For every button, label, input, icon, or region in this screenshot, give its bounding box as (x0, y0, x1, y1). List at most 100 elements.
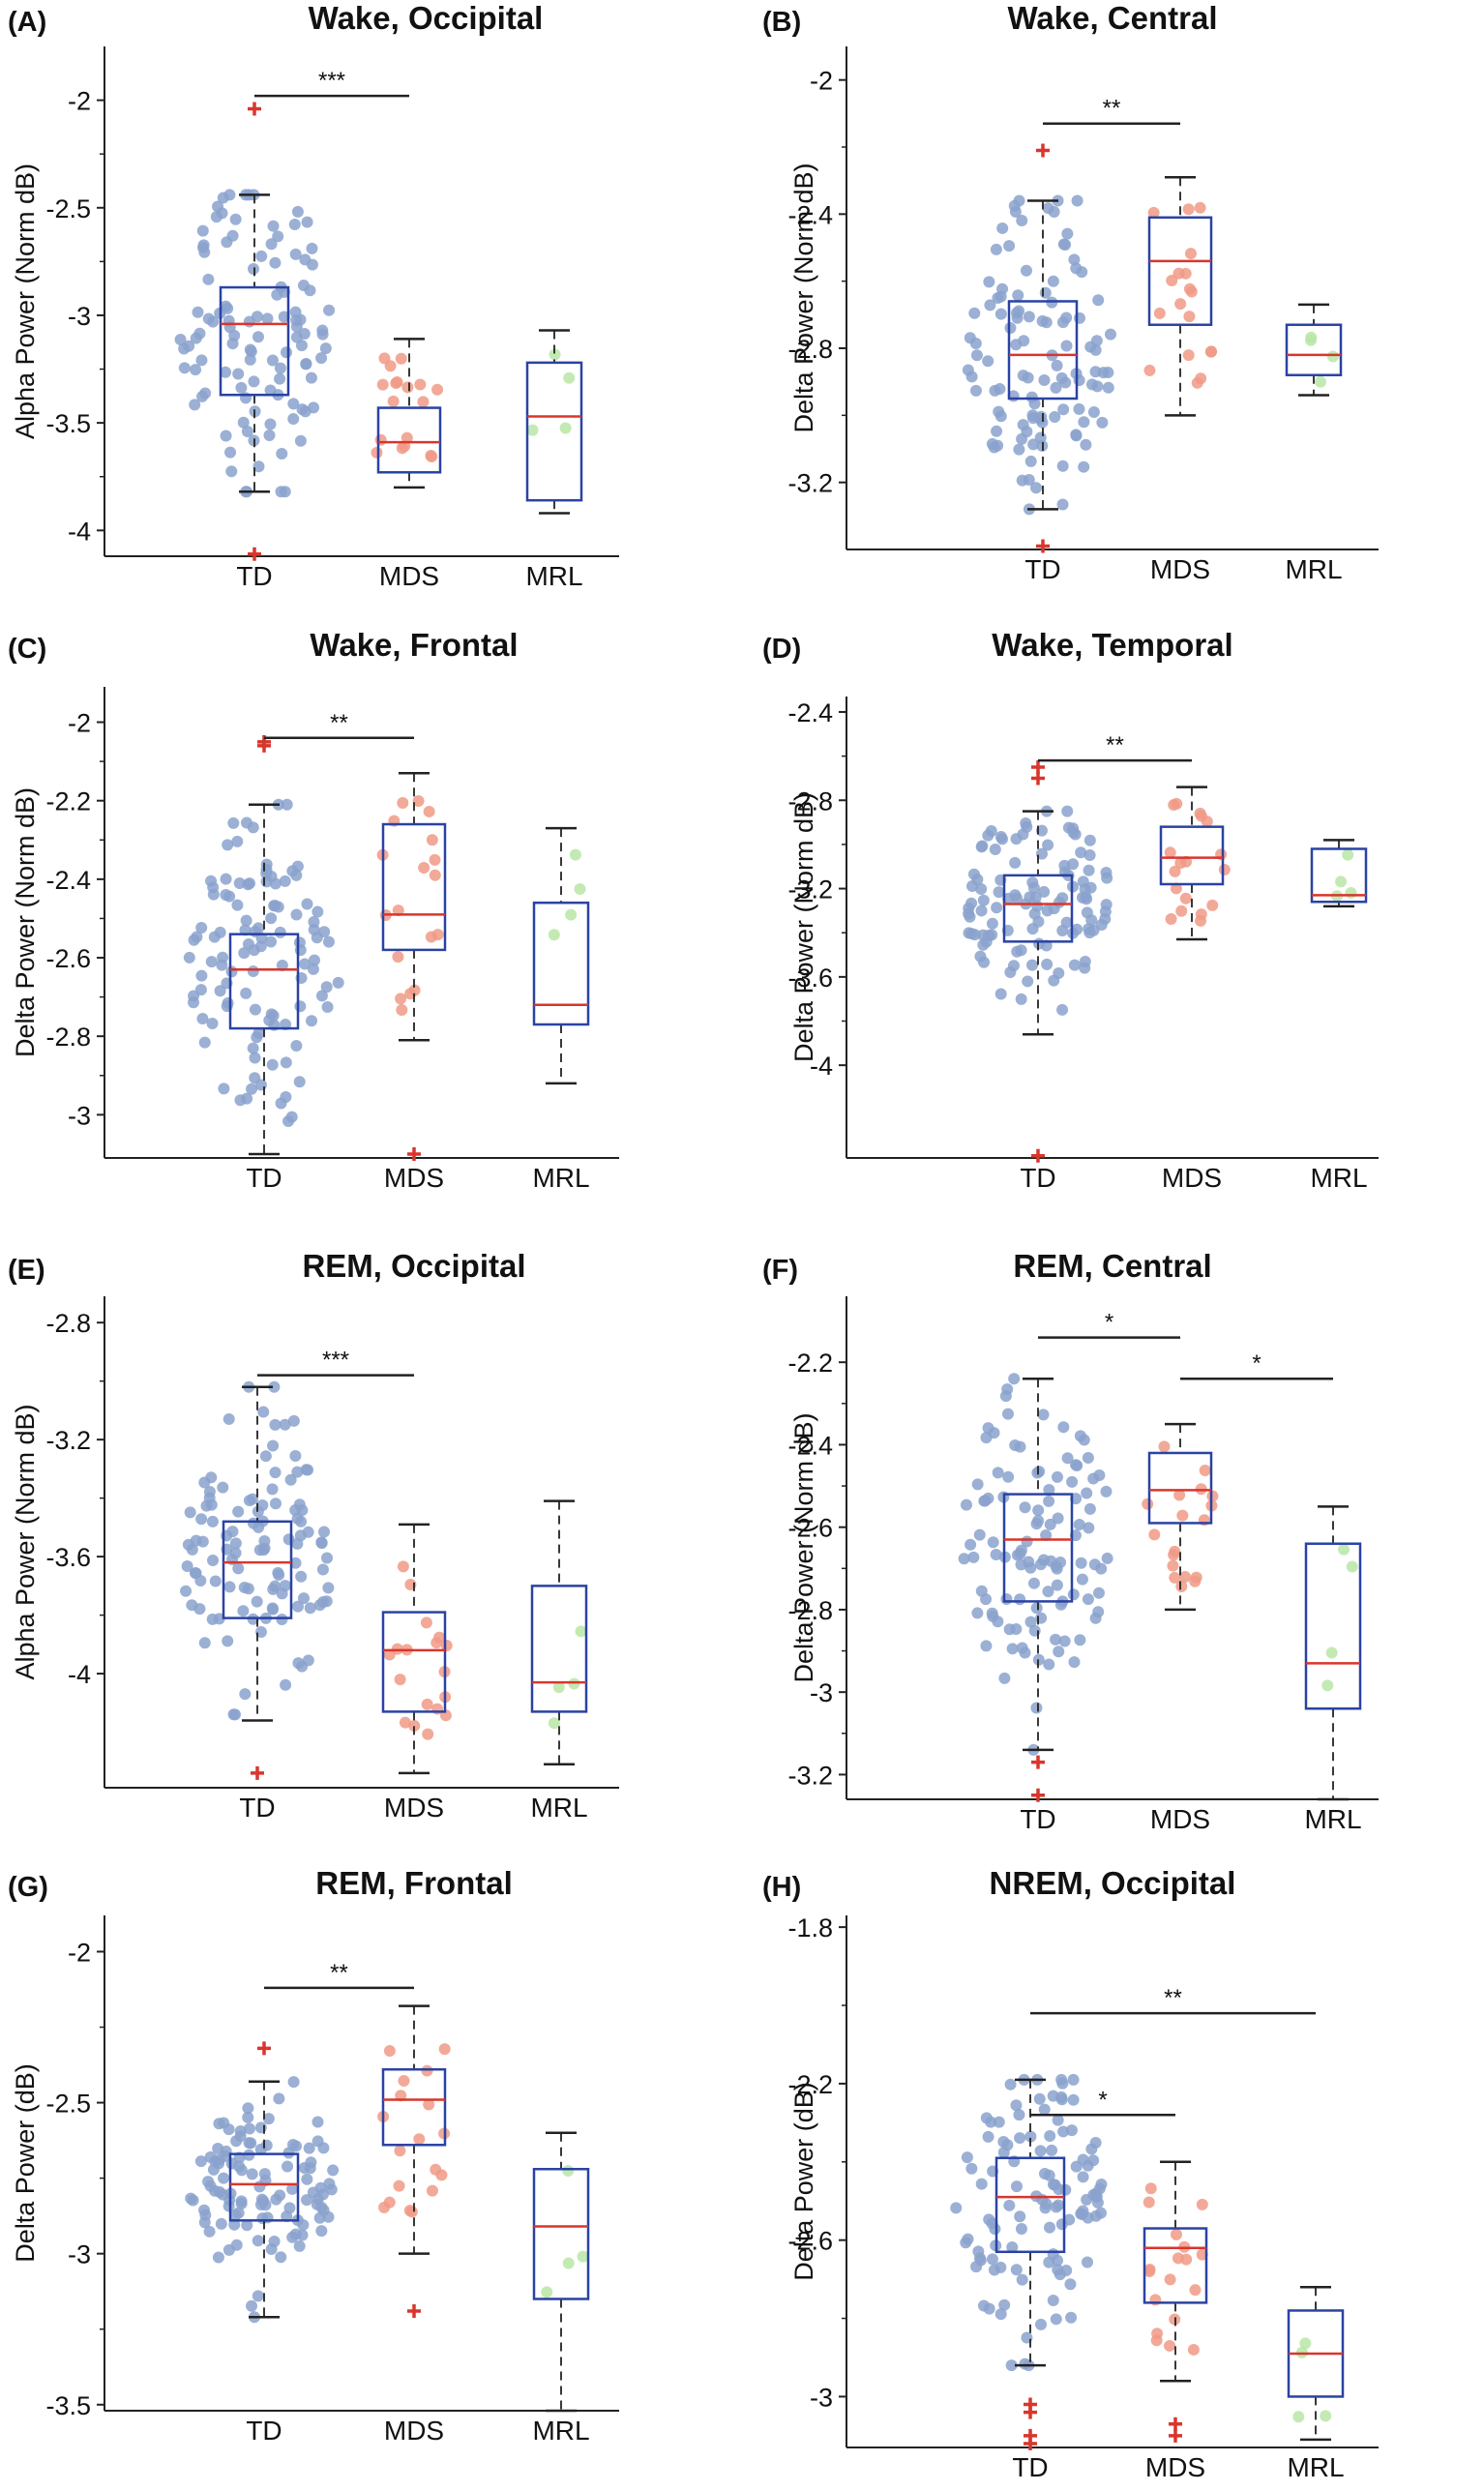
data-point (1067, 826, 1080, 839)
data-point (376, 378, 389, 391)
data-point (1035, 1612, 1048, 1624)
data-point (1143, 2196, 1155, 2209)
data-point (374, 433, 387, 446)
data-point (323, 304, 336, 316)
data-point (1095, 918, 1108, 931)
data-point (396, 1003, 408, 1016)
data-point (267, 1439, 280, 1452)
data-point (1081, 1487, 1093, 1499)
data-point (286, 2182, 299, 2195)
outlier-marker (1031, 1788, 1045, 1802)
data-point (1019, 1501, 1031, 1514)
data-point (1073, 374, 1085, 387)
data-point (1032, 1514, 1045, 1527)
data-point (965, 879, 978, 892)
data-point (269, 1467, 282, 1479)
data-point (1082, 2211, 1094, 2224)
data-point (275, 486, 287, 498)
data-point (1016, 2273, 1028, 2286)
data-point (1053, 966, 1065, 979)
data-point (1165, 912, 1177, 925)
data-point (998, 2298, 1011, 2311)
data-point (1176, 1509, 1189, 1522)
data-point (229, 1537, 242, 1550)
data-point (274, 372, 286, 385)
data-point (1089, 1612, 1102, 1624)
data-point (252, 1521, 265, 1533)
data-point (1024, 2130, 1037, 2143)
data-point (1034, 2318, 1047, 2330)
data-point (562, 2257, 575, 2269)
data-point (1320, 2410, 1332, 2422)
data-point (318, 1526, 331, 1538)
data-point (232, 1562, 245, 1575)
data-point (242, 2111, 254, 2123)
data-point (986, 929, 998, 941)
data-point (1080, 438, 1092, 451)
box-mrl (530, 1585, 588, 1713)
data-point (237, 416, 250, 429)
data-point (293, 1076, 306, 1088)
data-point (249, 1003, 261, 1016)
data-point (203, 2225, 216, 2238)
chart-title: Wake, Temporal (992, 627, 1232, 663)
y-tick-label: -1.8 (787, 1913, 833, 1942)
data-point (280, 346, 292, 359)
data-point (975, 2178, 988, 2190)
data-point (276, 1614, 288, 1626)
y-tick-label: -2.8 (787, 786, 833, 816)
box-mrl (532, 2167, 590, 2300)
data-point (317, 1595, 330, 1608)
data-point (212, 2142, 224, 2154)
data-point (1055, 2093, 1068, 2106)
outlier-marker (1031, 771, 1045, 786)
data-point (274, 926, 286, 938)
data-point (1061, 227, 1074, 240)
data-point (307, 963, 319, 975)
data-point (279, 1418, 291, 1431)
data-point (276, 959, 288, 971)
outlier-marker (1024, 2436, 1037, 2450)
data-point (183, 340, 195, 352)
box-td (1002, 1493, 1074, 1603)
y-tick-label: -3 (68, 1101, 91, 1130)
data-point (291, 1537, 304, 1550)
data-point (253, 1544, 266, 1557)
data-point (301, 2194, 313, 2207)
data-point (960, 2237, 972, 2249)
data-point (300, 358, 312, 371)
data-point (1004, 322, 1017, 335)
data-point (1014, 1547, 1026, 1559)
data-point (994, 410, 1007, 423)
outlier-marker (1169, 2428, 1182, 2443)
data-point (215, 2217, 227, 2230)
data-point (246, 1082, 258, 1095)
data-point (1346, 1560, 1358, 1573)
data-point (1008, 199, 1021, 212)
y-tick-label: -2 (68, 1938, 91, 1967)
data-point (1006, 1643, 1019, 1655)
data-point (1206, 1490, 1219, 1502)
data-point (225, 465, 238, 478)
panel-letter: (F) (762, 1255, 798, 1286)
data-point (1012, 289, 1024, 302)
data-point (383, 2045, 396, 2058)
data-point (1057, 2125, 1070, 2138)
data-point (293, 1498, 306, 1511)
y-tick-label: -3.5 (45, 409, 91, 438)
data-point (287, 398, 300, 410)
data-point (221, 236, 233, 249)
data-point (987, 1536, 999, 1549)
data-point (1004, 2078, 1017, 2091)
data-point (1028, 907, 1041, 920)
data-point (238, 1581, 251, 1593)
box-td (994, 2156, 1066, 2254)
data-point (1003, 240, 1016, 252)
data-point (1046, 2144, 1058, 2156)
data-point (322, 1582, 335, 1594)
y-tick-label: -2.5 (45, 194, 91, 223)
data-point (278, 311, 290, 323)
y-tick-label: -3.2 (787, 469, 833, 498)
data-point (1083, 834, 1096, 846)
